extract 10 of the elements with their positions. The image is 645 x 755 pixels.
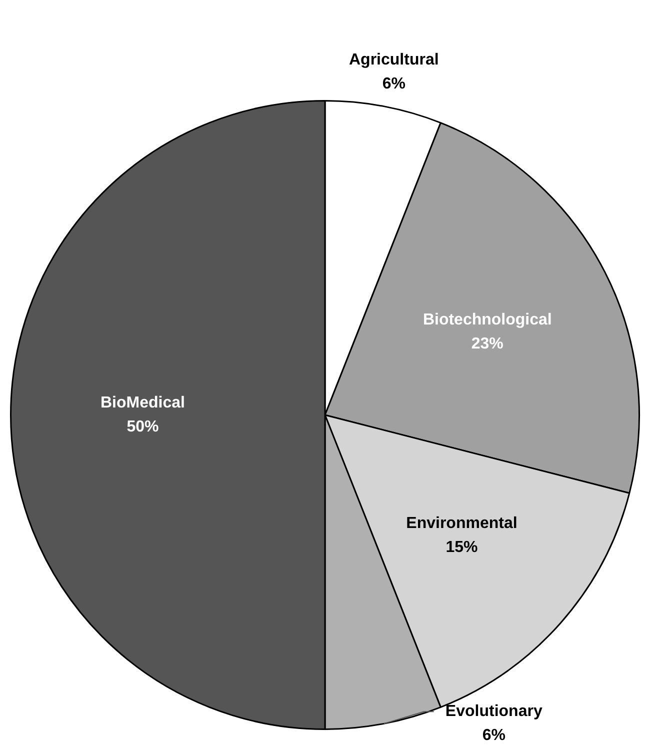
slice-label: Agricultural xyxy=(348,52,439,69)
data-label: 6% xyxy=(482,727,506,744)
data-label: 50% xyxy=(126,418,159,436)
data-label: 6% xyxy=(382,76,406,93)
data-label: 23% xyxy=(471,336,504,353)
slice-label: Environmental xyxy=(406,514,518,532)
slice-label: Evolutionary xyxy=(445,703,542,720)
data-label: 15% xyxy=(446,538,478,556)
slice-label: BioMedical xyxy=(100,394,185,412)
slice-label: Biotechnological xyxy=(422,312,552,329)
